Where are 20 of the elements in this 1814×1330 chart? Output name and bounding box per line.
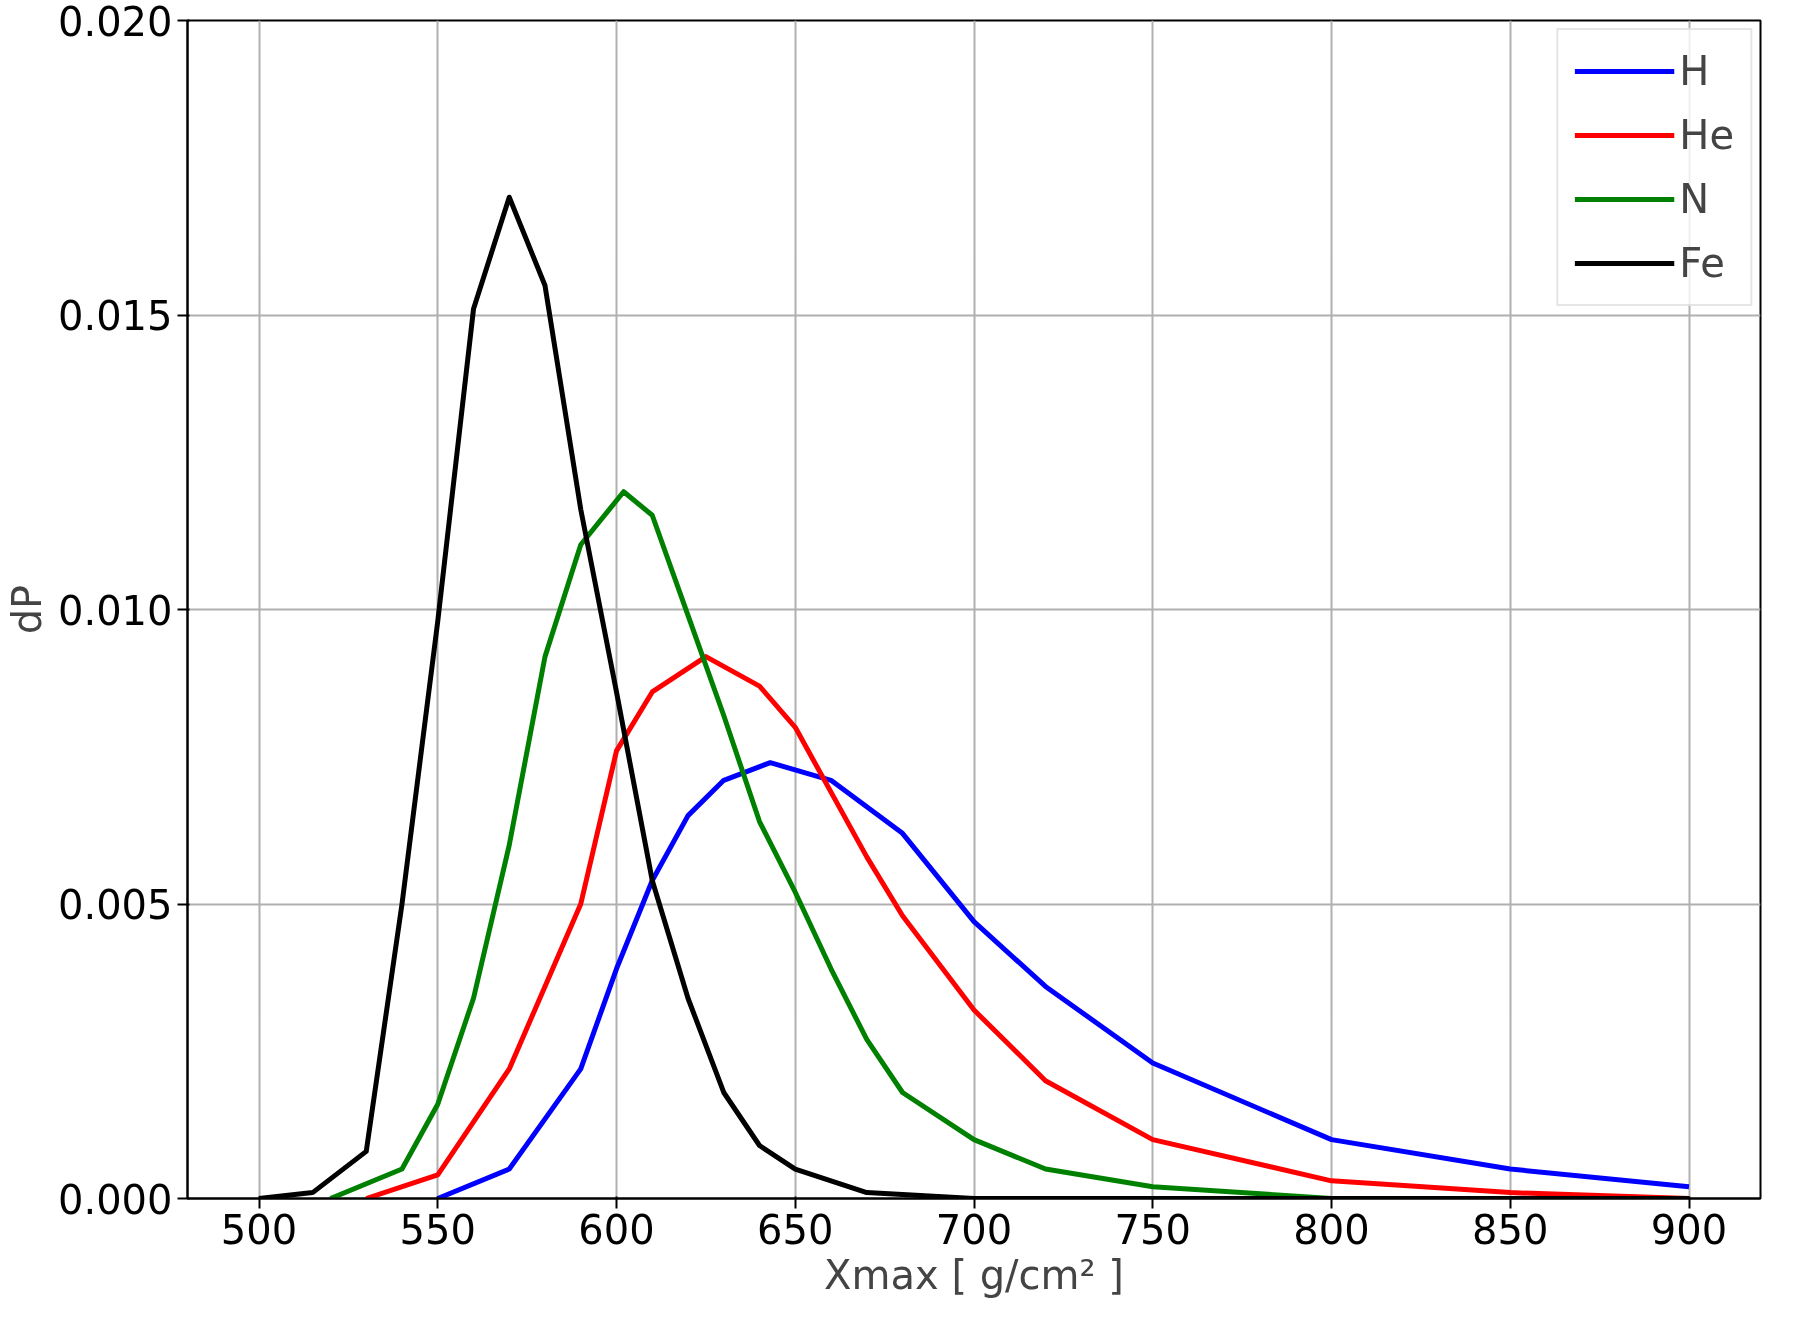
x-tick-label: 600 [578,1206,655,1253]
x-tick-label: 750 [1114,1206,1191,1253]
y-tick-label: 0.015 [57,293,173,339]
x-axis-title: Xmax [ g/cm² ] [824,1251,1124,1298]
x-tick-label: 500 [220,1206,298,1253]
y-tick-label: 0.020 [57,0,173,45]
x-tick-label: 900 [1650,1206,1728,1253]
x-tick-label: 800 [1293,1206,1370,1253]
x-tick-label: 700 [935,1206,1013,1253]
x-tick-label: 650 [757,1206,834,1253]
legend-label: He [1679,111,1734,160]
x-tick-label: 550 [399,1206,476,1253]
legend-label: Fe [1679,239,1725,288]
x-tick-label: 850 [1472,1206,1549,1253]
y-axis-title: dP [3,584,50,635]
legend-label: H [1679,47,1710,96]
y-tick-label: 0.005 [57,882,173,928]
y-tick-label: 0.000 [57,1176,173,1223]
y-tick-label: 0.010 [57,587,173,634]
legend-label: N [1679,175,1710,224]
